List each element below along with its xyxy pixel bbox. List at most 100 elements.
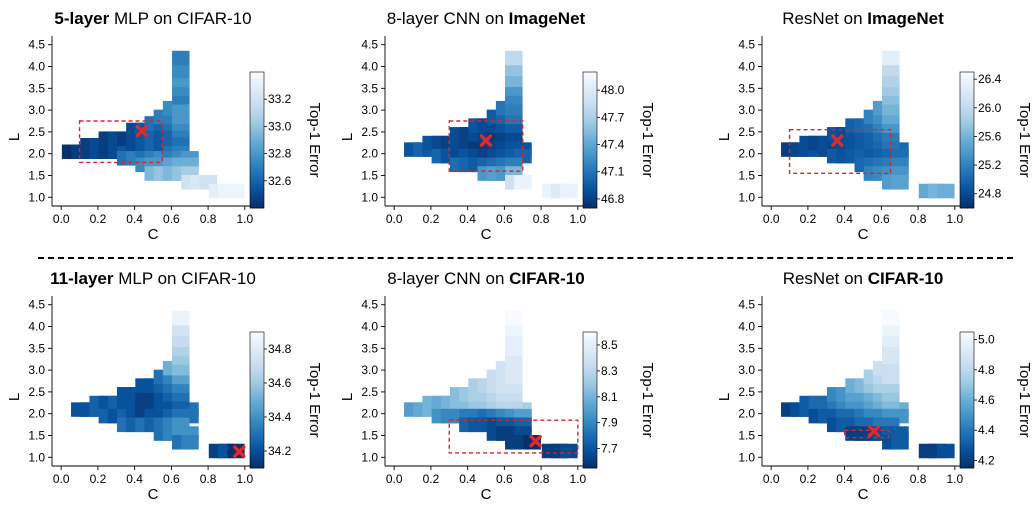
- colorbar-gradient-step: [960, 81, 974, 84]
- colorbar-label: Top-1 Error: [306, 102, 323, 177]
- y-tick-label: 2.0: [28, 407, 45, 421]
- colorbar-gradient-step: [583, 76, 597, 80]
- y-tick-label: 3.5: [361, 341, 378, 355]
- colorbar-label: Top-1 Error: [1016, 102, 1033, 177]
- colorbar-gradient-step: [583, 415, 597, 419]
- colorbar-gradient-step: [583, 361, 597, 365]
- colorbar-gradient-step: [960, 431, 974, 435]
- colorbar-gradient-step: [583, 185, 597, 188]
- colorbar-gradient-step: [250, 388, 264, 392]
- colorbar-gradient-step: [583, 151, 597, 154]
- heatmap-cell: [937, 443, 955, 459]
- title-bold: 5-layer: [54, 9, 109, 28]
- heatmap-cell: [172, 63, 190, 79]
- y-tick-label: 4.5: [738, 298, 755, 312]
- y-tick-label: 4.5: [738, 38, 755, 52]
- colorbar-gradient-step: [250, 137, 264, 141]
- colorbar-gradient-step: [583, 381, 597, 385]
- colorbar-tick-label: 26.4: [978, 72, 1002, 86]
- best-point-marker: [233, 445, 246, 458]
- colorbar-gradient-step: [960, 103, 974, 107]
- colorbar-gradient-step: [250, 176, 264, 179]
- y-tick-label: 4.0: [28, 60, 45, 74]
- colorbar-gradient-step: [960, 151, 974, 154]
- colorbar-gradient-step: [960, 137, 974, 141]
- y-tick-label: 3.5: [361, 81, 378, 95]
- colorbar-gradient-step: [250, 203, 264, 207]
- colorbar-gradient-step: [960, 130, 974, 134]
- colorbar-frame: [249, 71, 265, 209]
- y-tick-label: 1.5: [28, 428, 45, 442]
- colorbar-gradient-step: [960, 155, 974, 159]
- colorbar-gradient-step: [250, 438, 264, 442]
- colorbar-gradient-step: [583, 406, 597, 410]
- heatmap-cell: [514, 175, 532, 190]
- colorbar-gradient-step: [250, 375, 264, 378]
- colorbar-gradient-step: [250, 164, 264, 168]
- colorbar-gradient-step: [960, 106, 974, 109]
- x-axis-label: C: [148, 486, 159, 503]
- colorbar-gradient-step: [960, 90, 974, 93]
- y-tick-label: 3.0: [738, 363, 755, 377]
- colorbar-gradient-step: [583, 106, 597, 109]
- colorbar-gradient-step: [583, 443, 597, 446]
- x-tick-label: 0.0: [53, 212, 70, 226]
- colorbar-gradient-step: [250, 454, 264, 458]
- y-tick-label: 4.0: [361, 60, 378, 74]
- y-tick-label: 3.0: [738, 103, 755, 117]
- y-tick-label: 1.5: [361, 168, 378, 182]
- colorbar-gradient-step: [250, 370, 264, 374]
- colorbar-gradient-step: [583, 128, 597, 132]
- colorbar-gradient-step: [583, 160, 597, 164]
- x-tick-label: 0.4: [836, 212, 853, 226]
- colorbar-gradient-step: [960, 458, 974, 462]
- colorbar-gradient-step: [583, 169, 597, 173]
- colorbar-gradient-step: [250, 336, 264, 340]
- colorbar-gradient-step: [583, 372, 597, 376]
- colorbar-gradient-step: [583, 431, 597, 435]
- colorbar-gradient-step: [583, 427, 597, 430]
- x-tick-label: 1.0: [569, 212, 586, 226]
- x-tick-label: 0.4: [459, 212, 476, 226]
- colorbar-gradient-step: [960, 110, 974, 114]
- colorbar-gradient-step: [960, 404, 974, 408]
- colorbar-gradient-step: [250, 415, 264, 419]
- colorbar-tick-label: 4.6: [978, 393, 995, 407]
- colorbar-gradient-step: [960, 72, 974, 75]
- colorbar-gradient-step: [583, 87, 597, 91]
- colorbar-gradient-step: [960, 429, 974, 433]
- y-tick-label: 4.0: [738, 320, 755, 334]
- colorbar-gradient-step: [960, 189, 974, 193]
- colorbar-frame: [249, 331, 265, 469]
- colorbar-gradient-step: [583, 377, 597, 380]
- colorbar-gradient-step: [583, 133, 597, 136]
- title-bold: 11-layer: [50, 269, 114, 288]
- colorbar-gradient-step: [583, 110, 597, 114]
- colorbar-gradient-step: [583, 352, 597, 356]
- colorbar-gradient-step: [583, 363, 597, 367]
- x-tick-label: 0.4: [836, 472, 853, 486]
- colorbar-gradient-step: [250, 96, 264, 100]
- colorbar-gradient-step: [583, 350, 597, 353]
- colorbar-gradient-step: [583, 445, 597, 448]
- colorbar-gradient-step: [583, 144, 597, 148]
- colorbar-gradient-step: [960, 352, 974, 356]
- colorbar-gradient-step: [250, 400, 264, 403]
- y-tick-label: 4.5: [361, 38, 378, 52]
- heatmap-cell: [891, 435, 909, 450]
- colorbar-gradient-step: [250, 99, 264, 102]
- x-tick-label: 0.0: [53, 472, 70, 486]
- colorbar-gradient-step: [960, 388, 974, 392]
- colorbar-gradient-step: [960, 169, 974, 173]
- panel-title: 8-layer CNN on CIFAR-10: [387, 269, 584, 288]
- colorbar-gradient-step: [250, 377, 264, 380]
- colorbar-gradient-step: [583, 142, 597, 145]
- colorbar-gradient-step: [960, 140, 974, 143]
- colorbar-gradient-step: [583, 198, 597, 202]
- colorbar-gradient-step: [250, 189, 264, 193]
- colorbar-gradient-step: [960, 117, 974, 120]
- colorbar-gradient-step: [960, 447, 974, 451]
- x-axis-label: C: [481, 486, 492, 503]
- colorbar-gradient-step: [583, 99, 597, 102]
- colorbar-frame: [582, 71, 598, 209]
